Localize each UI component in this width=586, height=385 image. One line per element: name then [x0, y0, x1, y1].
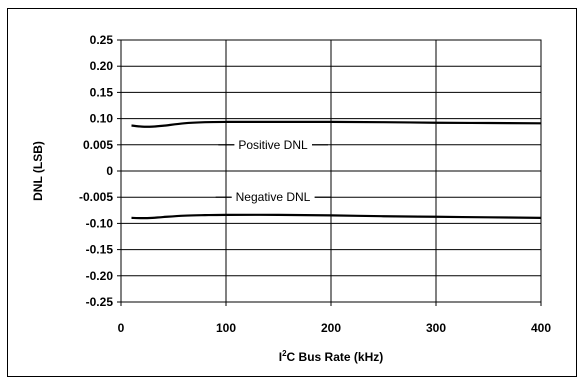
x-tick-label: 300 [426, 321, 446, 335]
x-tick-label: 100 [216, 321, 236, 335]
y-tick-label: -0.25 [86, 295, 114, 309]
y-axis-ticks: 0.25 0.20 0.15 0.10 0.005 0 -0.005 -0.10 -0.15 -0… [79, 33, 121, 309]
grid-layer [120, 39, 542, 303]
x-tick-label: 200 [321, 321, 341, 335]
x-tick-label: 400 [531, 321, 551, 335]
y-tick-label: -0.20 [86, 269, 114, 283]
y-tick-label: 0.20 [90, 59, 114, 73]
series-label-background [234, 136, 313, 153]
chart-frame: 0.25 0.20 0.15 0.10 0.005 0 -0.005 -0.10 -0.15 -0… [7, 8, 577, 377]
series-layer: Positive DNL Negative DNL [131, 120, 542, 220]
positive-dnl-label: Positive DNL [238, 138, 308, 152]
x-axis-label: I2C Bus Rate (kHz) [279, 349, 383, 364]
y-tick-label: 0.15 [90, 85, 114, 99]
y-tick-label: 0.005 [83, 138, 113, 152]
negative-dnl-label: Negative DNL [236, 190, 311, 204]
y-tick-label: -0.005 [79, 190, 113, 204]
chart-svg: 0.25 0.20 0.15 0.10 0.005 0 -0.005 -0.10 -0.15 -0… [31, 33, 551, 364]
positive-dnl-line [131, 120, 542, 128]
negative-dnl-line [131, 213, 542, 220]
series-label-background [231, 189, 315, 206]
y-tick-label: -0.10 [86, 216, 114, 230]
y-tick-label: 0.25 [90, 33, 114, 47]
y-tick-label: 0.10 [90, 112, 114, 126]
y-tick-label: 0 [106, 164, 113, 178]
y-tick-label: -0.15 [86, 243, 114, 257]
x-axis-ticks: 0 100 200 300 400 [118, 302, 551, 335]
x-tick-label: 0 [118, 321, 125, 335]
y-axis-label: DNL (LSB) [31, 141, 45, 201]
